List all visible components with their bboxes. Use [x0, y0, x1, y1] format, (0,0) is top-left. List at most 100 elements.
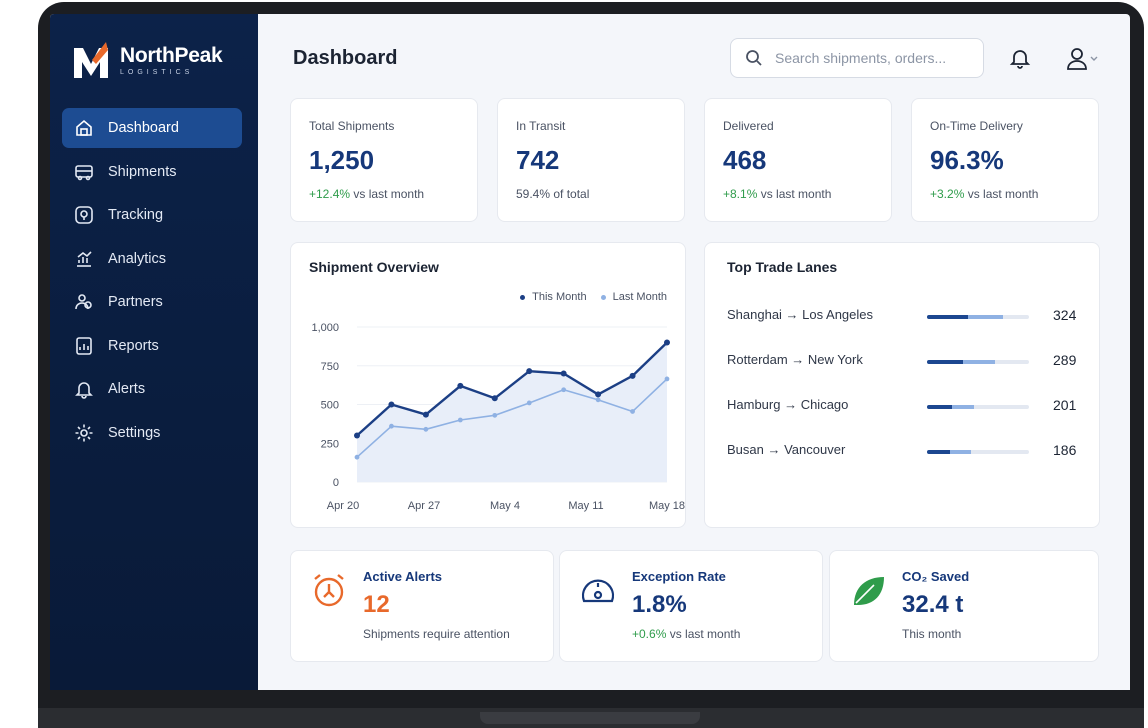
search-box[interactable]	[730, 38, 984, 78]
sidebar-item-settings[interactable]: Settings	[62, 413, 242, 453]
stat-card-delivered[interactable]: Delivered 468 +8.1% vs last month	[704, 98, 892, 222]
sidebar-item-alerts[interactable]: Alerts	[62, 369, 242, 409]
gauge-icon	[581, 579, 615, 603]
lane-row[interactable]: Hamburg → Chicago 201	[727, 397, 1079, 417]
point-last-month	[389, 423, 394, 429]
brand[interactable]: NorthPeak LOGISTICS	[72, 40, 223, 80]
lane-bar-primary	[927, 405, 953, 409]
chevron-down-icon	[1090, 56, 1098, 61]
legend-dot-this-month	[520, 294, 526, 300]
sidebar-item-reports[interactable]: Reports	[62, 326, 242, 366]
brand-subtitle: LOGISTICS	[120, 69, 194, 76]
lane-count: 324	[1053, 307, 1077, 323]
sidebar-item-dashboard[interactable]: Dashboard	[62, 108, 242, 148]
lane-bar-secondary	[952, 405, 975, 409]
point-this-month	[491, 395, 498, 402]
y-tick-label: 750	[321, 361, 339, 373]
sidebar-item-label: Settings	[108, 424, 161, 441]
point-last-month	[561, 387, 567, 393]
exception-rate-card[interactable]: Exception Rate 1.8% +0.6% vs last month	[559, 550, 823, 662]
shipment-overview-chart: 1,000 750 500 250 0 Apr 20 Apr 27 May 4 May 11 Ma…	[311, 322, 685, 512]
y-tick-label: 0	[333, 477, 339, 489]
stat-label: Total Shipments	[309, 119, 395, 133]
point-last-month	[354, 454, 360, 460]
point-this-month	[629, 372, 636, 379]
stat-card-on-time-delivery[interactable]: On-Time Delivery 96.3% +3.2% vs last mon…	[911, 98, 1099, 222]
lane-bar-primary	[927, 360, 964, 364]
stat-change: +12.4% vs last month	[309, 187, 424, 201]
legend-item-this-month: This Month	[520, 291, 587, 303]
lane-count: 201	[1053, 397, 1077, 413]
lane-row[interactable]: Rotterdam → New York 289	[727, 352, 1079, 372]
legend-dot-last-month	[600, 294, 606, 300]
search-input[interactable]	[775, 50, 975, 66]
sidebar-item-label: Partners	[108, 294, 163, 310]
x-tick-label: May 11	[568, 500, 603, 512]
app-screen: NorthPeak LOGISTICS Dashboard Shipments	[50, 14, 1130, 690]
bcard-suffix: This month	[902, 627, 962, 641]
main-content: Dashboard Total Shipments 1,250 +12.4% v…	[258, 14, 1130, 690]
bcard-value: 1.8%	[632, 591, 687, 618]
stat-change-suffix: 59.4% of total	[516, 187, 590, 201]
point-last-month	[492, 412, 498, 418]
bcard-value: 32.4 t	[902, 591, 964, 618]
lane-row[interactable]: Busan → Vancouver 186	[727, 442, 1079, 462]
bcard-suffix: vs last month	[669, 627, 741, 641]
trade-lanes-card: Top Trade Lanes Shanghai → Los Angeles 3…	[704, 242, 1100, 528]
bcard-title: Active Alerts	[363, 569, 442, 584]
sidebar-item-partners[interactable]: Partners	[62, 282, 242, 322]
bell-icon	[74, 379, 94, 399]
point-this-month	[388, 401, 395, 408]
lane-bar-primary	[927, 315, 968, 319]
co2-saved-card[interactable]: CO₂ Saved 32.4 t This month	[829, 550, 1099, 662]
stat-label: On-Time Delivery	[930, 119, 1023, 133]
bcard-title: Exception Rate	[632, 569, 726, 584]
bcard-suffix: Shipments require attention	[363, 627, 510, 641]
user-avatar-icon	[1067, 48, 1087, 70]
line-last-month	[356, 378, 668, 458]
sidebar-item-tracking[interactable]: Tracking	[62, 195, 242, 235]
notification-bell-icon[interactable]	[1008, 46, 1032, 70]
active-alerts-card[interactable]: Active Alerts 12 Shipments require atten…	[290, 550, 554, 662]
gear-icon	[74, 423, 94, 443]
analytics-icon	[74, 249, 94, 269]
point-last-month	[457, 417, 463, 423]
stat-change: +8.1% vs last month	[723, 187, 831, 201]
chart-title: Shipment Overview	[309, 259, 439, 275]
stat-value: 468	[723, 145, 767, 175]
lane-route: Rotterdam → New York	[727, 352, 863, 367]
x-tick-label: Apr 27	[408, 500, 440, 512]
stat-card-in-transit[interactable]: In Transit 742 59.4% of total	[497, 98, 685, 222]
point-this-month	[664, 339, 670, 346]
lane-bar-secondary	[950, 450, 971, 454]
sidebar-item-shipments[interactable]: Shipments	[62, 152, 242, 192]
lane-count: 289	[1053, 352, 1077, 368]
lane-bar	[927, 450, 1029, 454]
lane-row[interactable]: Shanghai → Los Angeles 324	[727, 307, 1079, 327]
x-tick-label: May 4	[490, 500, 520, 512]
sidebar-item-label: Shipments	[108, 163, 177, 180]
legend-label: Last Month	[612, 291, 667, 303]
stat-label: In Transit	[516, 119, 566, 133]
stat-card-total-shipments[interactable]: Total Shipments 1,250 +12.4% vs last mon…	[290, 98, 478, 222]
sidebar-item-label: Tracking	[108, 207, 164, 223]
lane-route: Shanghai → Los Angeles	[727, 307, 873, 322]
dashboard-icon	[74, 118, 94, 138]
trade-lanes-title: Top Trade Lanes	[727, 259, 838, 275]
bcard-sub: This month	[902, 627, 961, 641]
line-this-month	[356, 341, 668, 437]
x-tick-label: May 18	[649, 500, 685, 512]
stat-label: Delivered	[723, 119, 774, 133]
lane-bar	[927, 405, 1029, 409]
legend-label: This Month	[532, 291, 587, 303]
sidebar-item-analytics[interactable]: Analytics	[62, 239, 242, 279]
leaf-icon	[854, 577, 884, 605]
sidebar-item-label: Analytics	[108, 250, 167, 267]
lane-count: 186	[1053, 442, 1077, 458]
sidebar-item-label: Dashboard	[108, 120, 179, 136]
point-last-month	[423, 426, 429, 432]
lane-bar-secondary	[963, 360, 996, 364]
partners-icon	[74, 292, 94, 312]
point-this-month	[595, 391, 602, 398]
user-menu[interactable]	[1064, 44, 1104, 72]
